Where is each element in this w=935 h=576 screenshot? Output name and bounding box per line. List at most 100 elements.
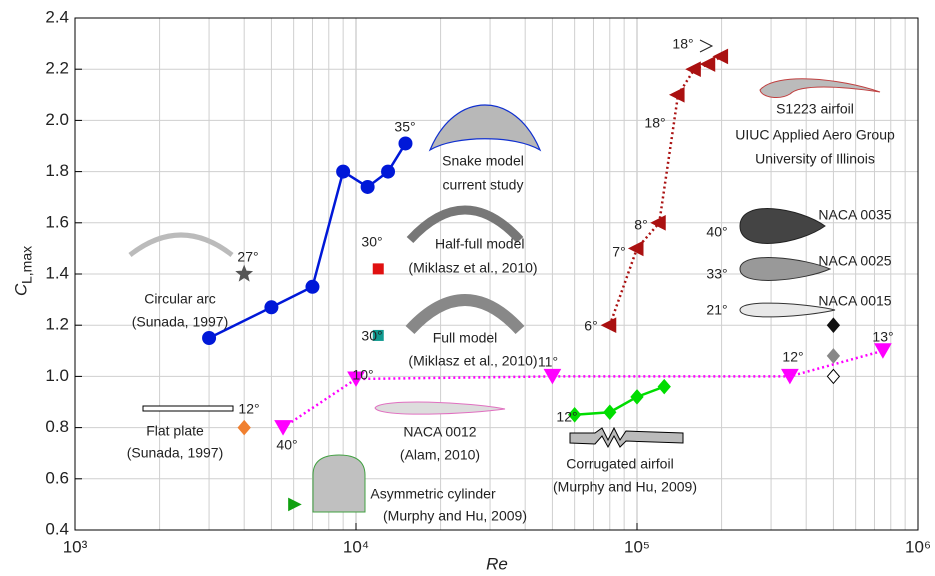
y-tick-label: 2.2 bbox=[45, 59, 69, 78]
marker bbox=[668, 86, 685, 103]
y-tick-label: 1.0 bbox=[45, 366, 69, 385]
annotation: 35° bbox=[394, 119, 415, 135]
arc-shape bbox=[128, 232, 234, 257]
annotation: 7° bbox=[612, 244, 625, 260]
angle-icon bbox=[699, 39, 714, 53]
marker bbox=[657, 378, 671, 395]
marker bbox=[274, 420, 292, 436]
full-shape bbox=[405, 294, 525, 335]
naca0012-shape bbox=[374, 401, 506, 415]
annotation: NACA 0012 bbox=[403, 424, 476, 440]
y-tick-label: 0.8 bbox=[45, 417, 69, 436]
corrugated-shape bbox=[569, 426, 684, 449]
annotation: 30° bbox=[361, 328, 382, 344]
plate-shape bbox=[142, 405, 234, 412]
y-tick-label: 2.0 bbox=[45, 110, 69, 129]
annotation: 27° bbox=[237, 249, 258, 265]
marker bbox=[288, 497, 302, 512]
annotation: (Sunada, 1997) bbox=[127, 445, 224, 461]
half-full-shape bbox=[406, 205, 524, 244]
annotation: 21° bbox=[706, 302, 727, 318]
naca0025-shape bbox=[739, 257, 832, 281]
y-tick-label: 1.2 bbox=[45, 315, 69, 334]
annotation: NACA 0025 bbox=[818, 253, 891, 269]
s1223-shape bbox=[759, 78, 881, 98]
annotation: 40° bbox=[276, 437, 297, 453]
y-axis-label-sub: L,max bbox=[19, 246, 35, 284]
marker bbox=[237, 419, 251, 436]
marker bbox=[305, 279, 320, 294]
annotation: 18° bbox=[644, 115, 665, 131]
annotation: NACA 0015 bbox=[818, 293, 891, 309]
annotation: (Murphy and Hu, 2009) bbox=[553, 479, 697, 495]
marker bbox=[381, 164, 396, 179]
series-line bbox=[608, 55, 723, 326]
annotation: 8° bbox=[634, 217, 647, 233]
snake-shape bbox=[428, 104, 542, 152]
cylinder-shape bbox=[312, 454, 366, 513]
y-axis-label: C L,max bbox=[11, 246, 34, 296]
marker bbox=[826, 317, 841, 333]
naca0035-shape bbox=[739, 208, 826, 244]
annotation: Asymmetric cylinder bbox=[370, 486, 496, 502]
annotation: 12° bbox=[556, 409, 577, 425]
marker bbox=[360, 179, 375, 194]
annotation: (Miklasz et al., 2010) bbox=[408, 260, 537, 276]
marker bbox=[202, 331, 217, 345]
marker bbox=[826, 348, 841, 364]
annotation: 18° bbox=[672, 36, 693, 52]
annotation: (Sunada, 1997) bbox=[132, 314, 229, 330]
y-tick-label: 1.8 bbox=[45, 161, 69, 180]
marker bbox=[603, 404, 617, 421]
annotation: 13° bbox=[872, 329, 893, 345]
annotation: (Murphy and Hu, 2009) bbox=[383, 508, 527, 524]
annotation: Half-full model bbox=[435, 236, 524, 252]
marker bbox=[685, 61, 701, 78]
y-tick-label: 0.6 bbox=[45, 468, 69, 487]
annotation: Corrugated airfoil bbox=[566, 456, 673, 472]
marker bbox=[347, 371, 365, 387]
annotation: 11° bbox=[538, 354, 558, 370]
y-tick-label: 2.4 bbox=[45, 7, 69, 26]
marker bbox=[781, 368, 799, 385]
marker bbox=[398, 136, 413, 151]
annotation: 30° bbox=[361, 234, 382, 250]
annotation: S1223 airfoil bbox=[776, 101, 854, 117]
annotation: Flat plate bbox=[146, 423, 204, 439]
annotation: 12° bbox=[782, 349, 803, 365]
annotation: Circular arc bbox=[144, 291, 216, 307]
marker bbox=[712, 48, 729, 65]
y-tick-label: 1.6 bbox=[45, 212, 69, 231]
annotation: 12° bbox=[238, 401, 259, 417]
marker bbox=[264, 300, 279, 315]
annotation: (Miklasz et al., 2010) bbox=[408, 353, 537, 369]
annotation: NACA 0035 bbox=[818, 207, 891, 223]
annotation: 33° bbox=[706, 266, 727, 282]
annotation: University of Illinois bbox=[755, 151, 875, 167]
plot-frame bbox=[74, 17, 919, 531]
marker bbox=[336, 164, 351, 179]
annotation: 6° bbox=[584, 318, 597, 334]
x-tick-label: 10⁶ bbox=[905, 537, 931, 556]
series-line bbox=[574, 385, 665, 417]
marker bbox=[568, 407, 582, 423]
naca0015-shape bbox=[739, 302, 836, 318]
marker bbox=[600, 317, 617, 334]
annotation: 40° bbox=[706, 224, 727, 240]
annotation: Full model bbox=[433, 330, 498, 346]
annotation: 10° bbox=[352, 367, 373, 383]
y-axis-label-main: C bbox=[11, 283, 30, 296]
x-tick-label: 10³ bbox=[63, 537, 88, 556]
x-tick-label: 10⁵ bbox=[624, 537, 650, 556]
y-tick-label: 0.4 bbox=[45, 519, 69, 538]
marker bbox=[699, 56, 716, 72]
marker bbox=[235, 264, 254, 282]
marker bbox=[372, 263, 384, 275]
annotation: Snake model bbox=[442, 153, 524, 169]
marker bbox=[874, 343, 892, 359]
y-tick-label: 1.4 bbox=[45, 263, 69, 282]
marker bbox=[372, 329, 384, 341]
marker bbox=[650, 214, 666, 231]
